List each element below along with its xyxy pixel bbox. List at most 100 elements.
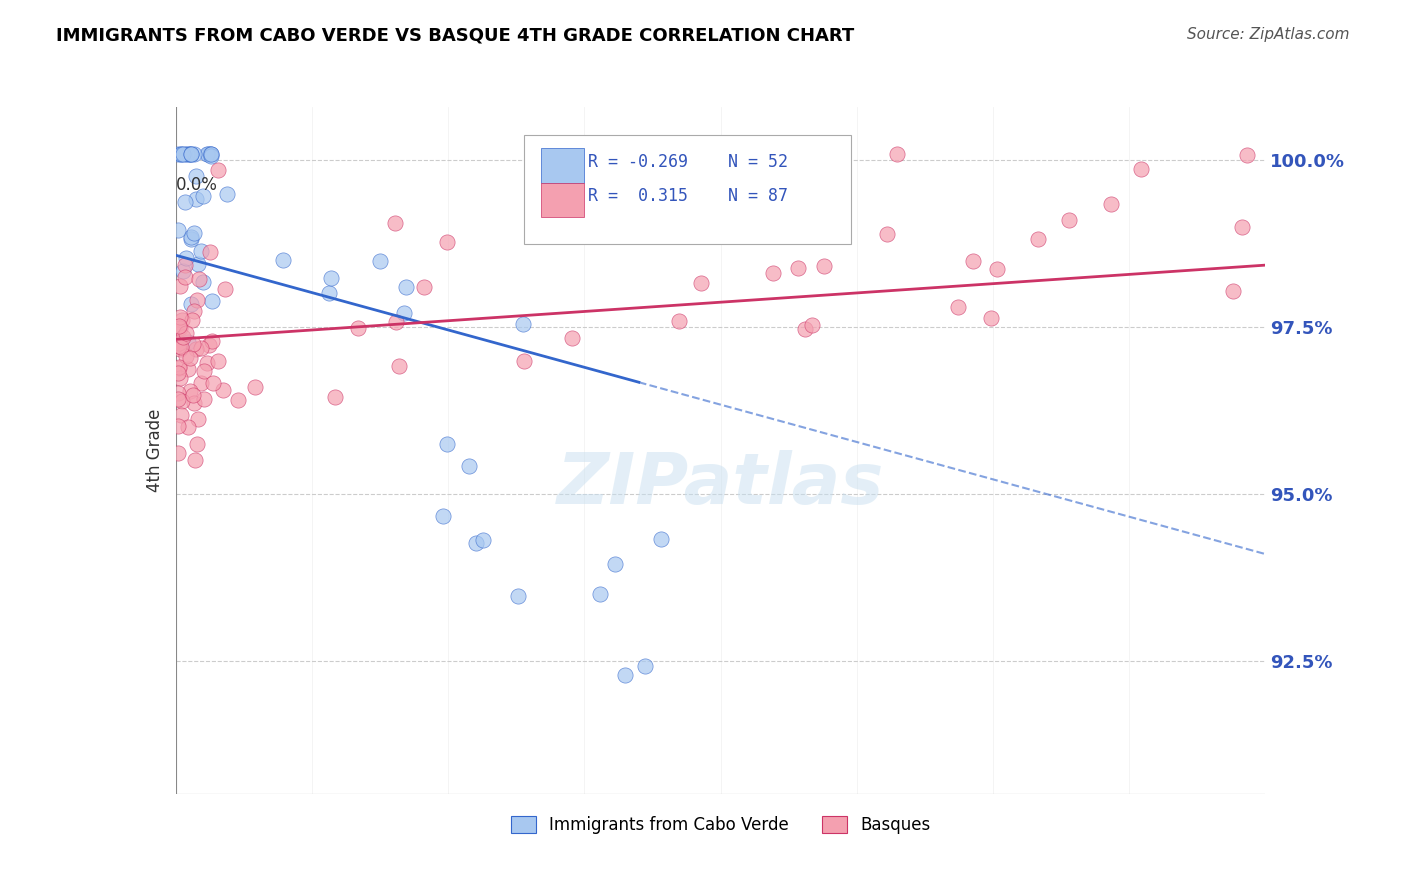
Point [201,294,224,309]
Point [184,453,207,467]
Point [169,408,191,422]
Point [395,280,418,294]
Point [167,392,190,407]
Point [167,223,190,237]
FancyBboxPatch shape [524,135,852,244]
Point [200,146,222,161]
FancyBboxPatch shape [541,183,585,217]
Point [508,589,530,603]
Point [589,587,612,601]
Point [212,383,235,397]
Point [198,337,221,351]
Point [186,169,208,184]
Point [214,283,236,297]
Point [243,380,266,394]
Point [650,533,672,547]
Point [169,343,191,357]
Point [180,231,202,245]
Point [1099,196,1122,211]
Point [690,276,713,290]
Point [183,303,205,318]
Point [169,371,191,385]
Point [176,349,198,363]
Point [167,446,190,460]
Point [458,459,481,474]
Point [183,146,205,161]
Point [190,244,212,259]
Point [193,364,215,378]
Point [167,419,190,434]
Point [187,272,209,286]
Point [183,387,205,401]
Point [318,285,340,300]
Point [762,266,785,280]
Point [1130,162,1153,177]
Point [200,146,222,161]
Point [392,306,415,320]
Point [200,245,222,260]
Point [195,356,218,370]
Point [179,146,201,161]
Point [513,353,536,368]
Point [190,341,212,355]
Point [170,393,193,408]
Point [186,437,208,451]
Point [170,146,193,161]
Point [191,189,214,203]
Point [183,396,205,410]
Y-axis label: 4th Grade: 4th Grade [146,409,165,492]
Text: Source: ZipAtlas.com: Source: ZipAtlas.com [1187,27,1350,42]
Point [465,536,488,550]
Point [217,186,239,201]
Point [181,312,204,326]
Point [170,340,193,354]
Point [170,146,193,161]
Point [1222,284,1244,298]
Point [174,146,197,161]
Point [172,329,194,343]
Point [170,313,193,327]
Point [634,658,657,673]
FancyBboxPatch shape [541,148,585,183]
Point [200,146,222,161]
Point [180,146,202,161]
Legend: Immigrants from Cabo Verde, Basques: Immigrants from Cabo Verde, Basques [503,809,938,840]
Point [179,384,201,399]
Point [319,270,342,285]
Text: ZIPatlas: ZIPatlas [557,450,884,519]
Point [787,260,810,275]
Point [179,146,201,161]
Point [169,279,191,293]
Point [1026,232,1049,246]
Point [226,393,249,408]
Point [172,263,194,277]
Point [886,146,908,161]
Point [167,320,190,334]
Point [813,259,835,273]
Point [1230,220,1253,235]
Point [948,300,970,314]
Point [876,227,898,241]
Point [1236,148,1258,162]
Point [986,261,1008,276]
Point [167,339,190,353]
Point [273,253,295,268]
Point [167,335,190,350]
Point [181,336,204,351]
Point [167,146,190,161]
Point [207,163,229,178]
Point [617,165,640,179]
Point [512,317,534,331]
Point [191,276,214,290]
Point [384,216,406,230]
Point [176,146,198,161]
Text: IMMIGRANTS FROM CABO VERDE VS BASQUE 4TH GRADE CORRELATION CHART: IMMIGRANTS FROM CABO VERDE VS BASQUE 4TH… [56,27,855,45]
Point [169,361,191,376]
Point [176,252,198,266]
Point [962,254,984,268]
Point [561,331,583,345]
Point [180,146,202,161]
Point [184,342,207,356]
Point [180,296,202,310]
Point [174,194,197,209]
